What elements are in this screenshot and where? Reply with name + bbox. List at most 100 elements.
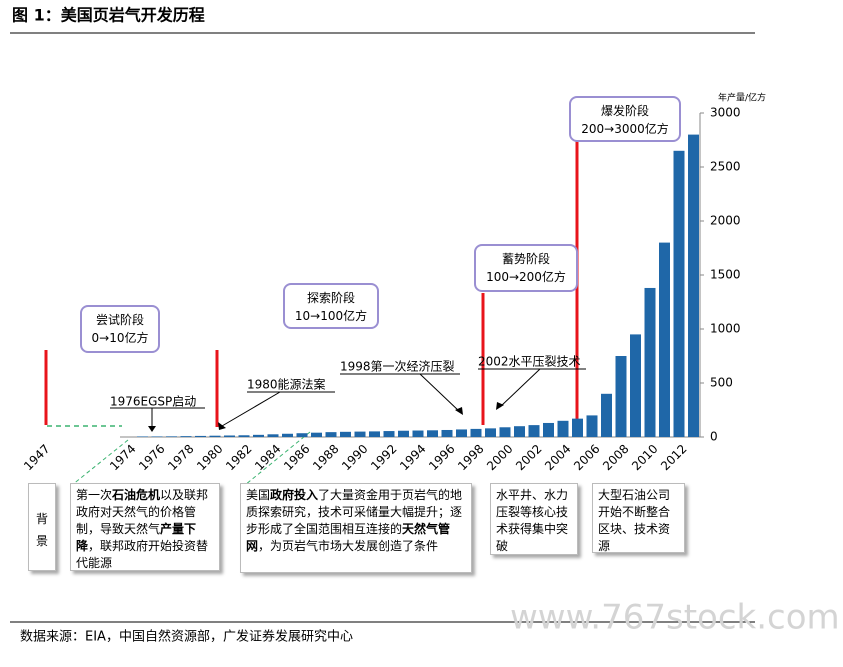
note-text: 水平井、水力压裂等核心技术获得集中突破 (496, 488, 569, 553)
x-tick-label: 1980 (194, 442, 225, 473)
x-tick-label: 2010 (629, 442, 660, 473)
bar (383, 431, 395, 437)
x-tick-label: 1976 (136, 442, 167, 473)
note-text: 第一次 (76, 488, 113, 502)
note-text: ，联邦政府开始投资替代能源 (76, 539, 209, 570)
bar (673, 150, 685, 438)
x-tick-label: 2000 (484, 442, 515, 473)
x-tick-label: 1974 (107, 442, 138, 473)
bar (209, 435, 221, 437)
y-tick-label: 2500 (710, 160, 741, 174)
stage-name: 爆发阶段 (600, 104, 649, 118)
bar (267, 434, 279, 437)
bar (354, 431, 366, 437)
bar (528, 425, 540, 437)
background-note: 美国政府投入了大量资金用于页岩气的地质探索研究，技术可采储量大幅提升；逐步形成了… (240, 483, 472, 573)
bar (644, 287, 656, 437)
y-tick-label: 500 (710, 376, 733, 390)
bar (282, 433, 293, 437)
stage-name: 蓄势阶段 (501, 252, 550, 266)
bar (296, 433, 308, 437)
note-text: 政府投入 (270, 488, 319, 502)
bar (514, 426, 525, 437)
event-label: 1998第一次经济压裂 (340, 359, 455, 374)
background-note: 第一次石油危机以及联邦政府对天然气的价格管制，导致天然气产量下降，联邦政府开始投… (70, 483, 220, 571)
bar (151, 436, 163, 437)
stage-name: 探索阶段 (306, 291, 355, 305)
bar (180, 436, 192, 437)
y-axis-label: 年产量/亿方 (718, 92, 766, 104)
background-note: 大型石油公司开始不断整合区块、技术资源 (592, 483, 685, 553)
event-label: 1980能源法案 (247, 377, 326, 392)
connector (71, 439, 129, 486)
source: 数据来源：EIA，中国自然资源部，广发证券发展研究中心 (20, 629, 353, 645)
bar (470, 428, 482, 437)
y-tick-label: 2000 (710, 214, 741, 228)
bar (441, 429, 453, 437)
bar (340, 431, 351, 437)
event-label: 1976EGSP启动 (110, 395, 196, 409)
bar (688, 134, 699, 437)
stage-box: 蓄势阶段 100→200亿方 (474, 244, 578, 292)
stage-range: 0→10亿方 (91, 331, 149, 345)
x-tick-label: 2004 (542, 442, 573, 473)
stage-range: 200→3000亿方 (581, 122, 669, 136)
note-text: ，为页岩气市场大发展创造了条件 (258, 539, 439, 553)
bar (398, 430, 409, 437)
background-note: 水平井、水力压裂等核心技术获得集中突破 (490, 483, 578, 555)
x-tick-label: 1947 (21, 442, 52, 473)
bar (499, 427, 511, 437)
stage-name: 尝试阶段 (95, 313, 144, 327)
stage-box: 尝试阶段 0→10亿方 (80, 305, 160, 353)
bar (238, 435, 250, 437)
event-label: 2002水平压裂技术 (478, 355, 581, 369)
note-text: 产量下降 (76, 522, 197, 553)
stage-range: 100→200亿方 (486, 270, 566, 284)
bar (311, 432, 322, 437)
y-tick-label: 3000 (710, 106, 741, 120)
x-tick-label: 1978 (165, 442, 196, 473)
bar (166, 436, 177, 437)
y-tick-label: 1000 (710, 322, 741, 336)
note-text: 石油危机 (112, 488, 161, 502)
stage-box: 探索阶段 10→100亿方 (283, 283, 379, 329)
x-tick-label: 1994 (397, 442, 428, 473)
x-tick-label: 1992 (368, 442, 399, 473)
bar (543, 422, 554, 437)
x-tick-label: 1984 (252, 442, 283, 473)
bar (557, 420, 569, 437)
x-tick-label: 1982 (223, 442, 254, 473)
x-tick-label: 2008 (600, 442, 631, 473)
x-tick-label: 2002 (513, 442, 544, 473)
bar (485, 428, 496, 437)
bar (427, 430, 438, 437)
stage-range: 10→100亿方 (294, 309, 368, 323)
x-tick-label: 1996 (426, 442, 457, 473)
x-tick-label: 1988 (310, 442, 341, 473)
y-tick-label: 0 (710, 430, 718, 444)
x-tick-label: 2006 (571, 442, 602, 473)
x-tick-label: 1990 (339, 442, 370, 473)
bar (369, 431, 380, 437)
bar (572, 418, 583, 437)
background-label: 背景 (28, 483, 56, 571)
note-text: 天然气管网 (246, 522, 451, 553)
y-tick-label: 1500 (710, 268, 741, 282)
bar (615, 356, 627, 437)
event-arrows (110, 368, 586, 428)
bar (456, 429, 467, 437)
x-tick-label: 1986 (281, 442, 312, 473)
bar (412, 430, 424, 437)
bar (630, 334, 641, 437)
bar (659, 242, 670, 437)
note-text: 了大量资金用于页岩气的地质探索研究，技术可采储量大幅提升；逐步形成了全国范围相互… (246, 488, 463, 536)
x-tick-label: 1998 (455, 442, 486, 473)
bar (601, 393, 612, 437)
bar (137, 436, 148, 437)
bar (195, 435, 206, 437)
bar (325, 432, 337, 437)
bar (586, 415, 598, 437)
x-tick-label: 2012 (658, 442, 689, 473)
